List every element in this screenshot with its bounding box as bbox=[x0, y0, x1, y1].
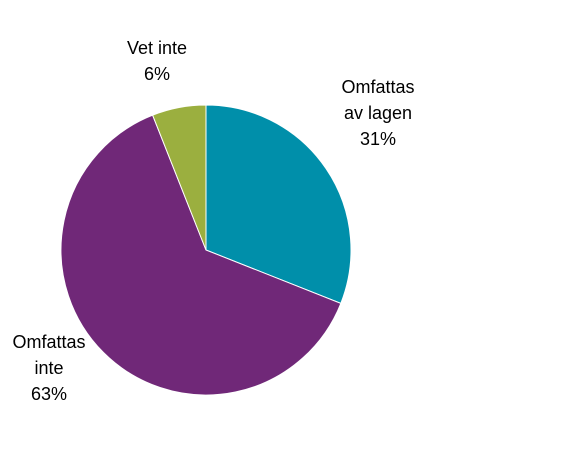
pie-slice-1 bbox=[60, 114, 342, 396]
pie-label-0: Omfattas av lagen 31% bbox=[341, 77, 414, 149]
pie-slices bbox=[60, 104, 352, 396]
pie-label-value: 6% bbox=[144, 64, 170, 84]
pie-label-line: Omfattas bbox=[341, 77, 414, 97]
pie-slice-2 bbox=[151, 104, 207, 251]
pie-label-line: av lagen bbox=[344, 103, 412, 123]
pie-label-line: inte bbox=[34, 358, 63, 378]
pie-label-value: 63% bbox=[31, 384, 67, 404]
pie-label-1: Omfattas inte 63% bbox=[12, 332, 85, 404]
pie-label-line: Vet inte bbox=[127, 38, 187, 58]
pie-slice-0 bbox=[205, 104, 352, 305]
pie-labels: Omfattas av lagen 31% Omfattas inte 63% Vet in… bbox=[12, 38, 414, 404]
pie-label-2: Vet inte 6% bbox=[127, 38, 187, 84]
pie-label-line: Omfattas bbox=[12, 332, 85, 352]
pie-label-value: 31% bbox=[360, 129, 396, 149]
